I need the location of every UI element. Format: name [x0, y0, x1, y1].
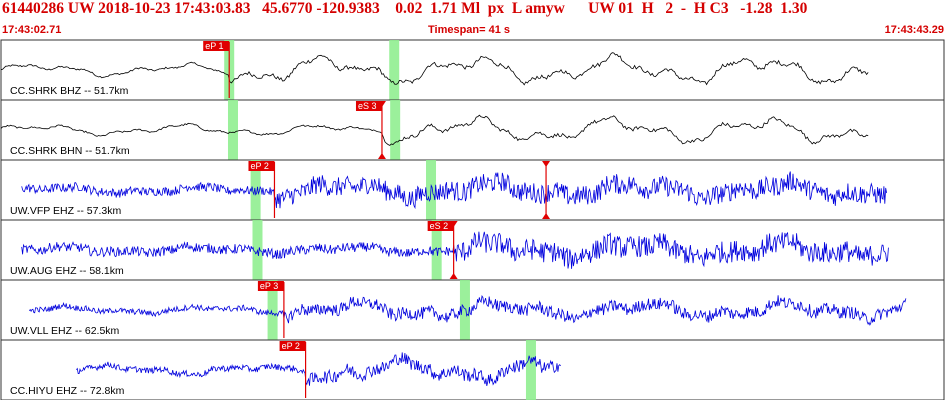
- end-time: 17:43:43.29: [884, 24, 944, 36]
- pick-flag-top-icon: [377, 101, 386, 107]
- pick-window: [390, 100, 401, 160]
- pick-label: eP 3: [260, 281, 278, 291]
- waveform-trace: [0, 52, 869, 86]
- pick-window: [267, 280, 278, 340]
- waveform-trace: [21, 171, 887, 210]
- pick-label: eP 2: [282, 341, 300, 351]
- trace-panel: [0, 339, 945, 400]
- pick-tag[interactable]: [427, 221, 454, 231]
- pick-flag-top-icon: [542, 161, 551, 167]
- waveform-trace: [76, 352, 561, 386]
- trace-label: UW.AUG EHZ -- 58.1km: [10, 265, 124, 277]
- pick-label: eP 1: [205, 41, 223, 51]
- pick-tag[interactable]: [355, 101, 382, 111]
- trace-label: CC.SHRK BHZ -- 51.7km: [10, 85, 129, 97]
- pick-flag-bottom-icon: [542, 213, 551, 219]
- pick-flag-top-icon: [449, 221, 458, 227]
- pick-label: eS 2: [430, 221, 449, 231]
- start-time: 17:43:02.71: [2, 24, 62, 36]
- trace-label: CC.SHRK BHN -- 51.7km: [10, 145, 130, 157]
- pick-tag[interactable]: [257, 281, 284, 291]
- timespan: Timespan= 41 s: [428, 24, 511, 36]
- pick-tag[interactable]: [279, 341, 306, 351]
- trace-label: CC.HIYU EHZ -- 72.8km: [10, 385, 125, 397]
- header: 61440286 UW 2018-10-23 17:43:03.83 45.67…: [0, 0, 946, 40]
- pick-label: eS 3: [358, 101, 377, 111]
- pick-tag[interactable]: [203, 41, 230, 51]
- pick-window: [250, 160, 261, 220]
- pick-label: eP 2: [250, 161, 268, 171]
- pick-window: [227, 100, 238, 160]
- waveform-trace: [28, 295, 907, 326]
- trace-panel: [0, 99, 945, 161]
- pick-tag[interactable]: [248, 161, 275, 171]
- waveform-trace: [0, 114, 869, 146]
- pick-flag-bottom-icon: [449, 273, 458, 279]
- waveform-trace: [21, 231, 889, 269]
- trace-label: UW.VLL EHZ -- 62.5km: [10, 325, 120, 337]
- pick-flag-bottom-icon: [377, 153, 386, 159]
- pick-window: [459, 280, 470, 340]
- trace-label: UW.VFP EHZ -- 57.3km: [10, 205, 121, 217]
- pick-window: [525, 340, 536, 400]
- event-title: 61440286 UW 2018-10-23 17:43:03.83 45.67…: [2, 0, 808, 17]
- pick-window: [389, 40, 400, 100]
